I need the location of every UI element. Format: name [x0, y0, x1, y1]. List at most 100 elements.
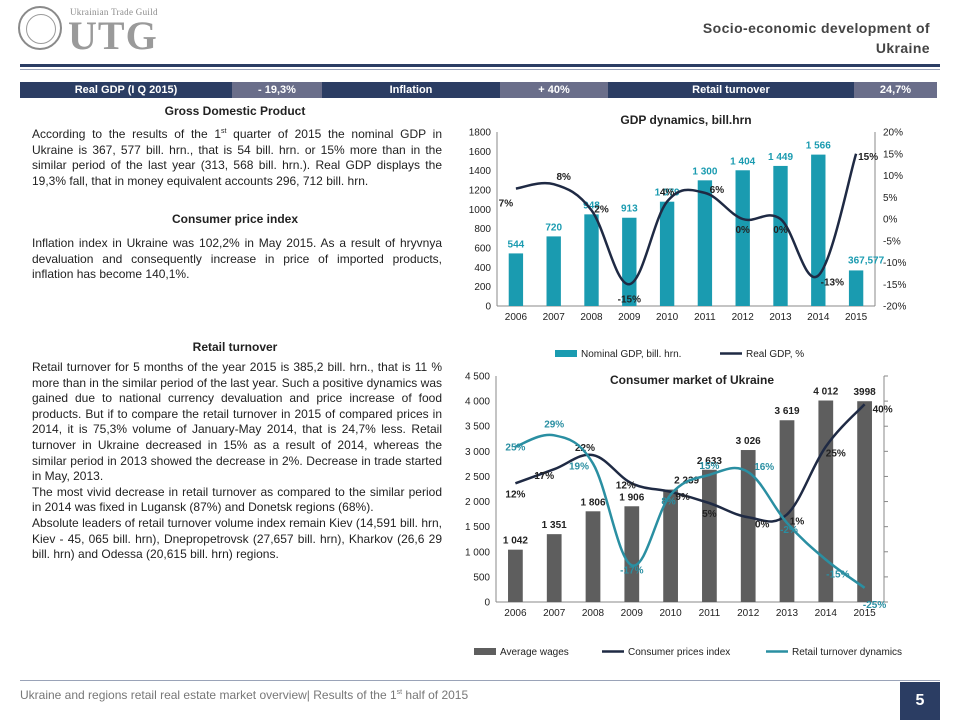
x-tick-label: 2014 — [807, 312, 830, 323]
y2-tick-label: -10% — [883, 258, 906, 269]
bar-data-label: 1 906 — [619, 492, 644, 503]
legend-label: Nominal GDP, bill. hrn. — [581, 349, 681, 360]
x-tick-label: 2012 — [732, 312, 755, 323]
bar — [584, 214, 599, 306]
line-data-label: 6% — [710, 185, 725, 196]
y-tick-label: 4 000 — [465, 397, 490, 408]
x-tick-label: 2007 — [543, 312, 566, 323]
y2-tick-label: 10% — [883, 171, 903, 182]
y-tick-label: 0 — [485, 302, 491, 313]
kpi-gdp-label: Real GDP (I Q 2015) — [20, 82, 232, 98]
footer-text-part-a: Ukraine and regions retail real estate m… — [20, 688, 397, 702]
bar — [663, 489, 678, 602]
x-tick-label: 2010 — [659, 608, 682, 619]
bar-data-label: 1 079 — [655, 188, 680, 199]
y-tick-label: 200 — [474, 282, 491, 293]
line-data-label: 0% — [773, 225, 788, 236]
bar — [773, 165, 788, 306]
series-line — [514, 433, 866, 589]
line-data-label: 25% — [505, 443, 525, 454]
bar — [622, 217, 637, 306]
bar-data-label: 3 619 — [774, 406, 799, 417]
bar — [508, 253, 524, 306]
x-tick-label: 2015 — [845, 312, 868, 323]
series-line — [515, 153, 858, 286]
chart-title: GDP dynamics, bill.hrn — [620, 113, 751, 127]
line-data-label: -15% — [826, 570, 849, 581]
bar-data-label: 1 449 — [768, 152, 793, 163]
bar — [697, 180, 713, 306]
kpi-inflation-label: Inflation — [322, 82, 500, 98]
page-number: 5 — [900, 682, 940, 720]
gdp-dynamics-chart: GDP dynamics, bill.hrn 0 200 400 600 800 1000 1… — [469, 113, 907, 360]
kpi-strip: Real GDP (I Q 2015) - 19,3% Inflation + … — [20, 82, 937, 98]
bar — [624, 506, 640, 602]
bar — [585, 511, 601, 602]
x-tick-label: 2012 — [737, 608, 760, 619]
bar-data-label: 4 012 — [813, 387, 838, 398]
y2-tick-label: 5% — [883, 193, 898, 204]
x-tick-label: 2009 — [621, 608, 644, 619]
gdp-text-part-b: quarter of 2015 the nominal GDP in Ukrai… — [32, 127, 442, 188]
bar — [546, 534, 562, 602]
x-tick-label: 2011 — [694, 312, 716, 323]
x-tick-label: 2013 — [776, 608, 799, 619]
line-data-label: 0% — [735, 225, 750, 236]
y-tick-label: 400 — [474, 263, 491, 274]
bar — [702, 469, 717, 602]
line-data-label: 8% — [556, 172, 571, 183]
line-data-label: -17% — [620, 565, 643, 576]
x-tick-label: 2008 — [582, 608, 605, 619]
y-tick-label: 500 — [473, 572, 490, 583]
x-tick-label: 2010 — [656, 312, 679, 323]
line-data-label: 9% — [675, 492, 690, 503]
bar-data-label: 1 806 — [580, 497, 605, 508]
y2-tick-label: 15% — [883, 149, 903, 160]
y-tick-label: 800 — [474, 224, 491, 235]
page-title: Socio-economic development of Ukraine — [650, 18, 930, 58]
y2-tick-label: -5% — [883, 236, 901, 247]
bar-data-label: 2 633 — [697, 456, 722, 467]
line-data-label: 12% — [505, 489, 525, 500]
bar — [659, 201, 675, 306]
line-data-label: -25% — [863, 600, 886, 611]
kpi-inflation-value: + 40% — [500, 82, 608, 98]
x-tick-label: 2009 — [618, 312, 641, 323]
bar-data-label: 367,577 — [848, 255, 885, 266]
legend-swatch — [474, 648, 496, 655]
bar-data-label: 913 — [621, 204, 638, 215]
x-tick-label: 2006 — [504, 608, 527, 619]
chart-title: Consumer market of Ukraine — [610, 373, 774, 387]
gdp-section-title: Gross Domestic Product — [164, 104, 306, 118]
line-data-label: 17% — [534, 471, 554, 482]
header-rule — [20, 64, 940, 67]
consumer-market-chart: Consumer market of Ukraine 0 500 1 000 1 500… — [465, 372, 902, 659]
y-tick-label: 2 500 — [465, 472, 490, 483]
footer-rule — [20, 680, 940, 681]
y2-tick-label: -20% — [883, 302, 906, 313]
line-data-label: 40% — [873, 404, 893, 415]
cpi-section-title: Consumer price index — [171, 212, 299, 226]
bar — [735, 170, 750, 306]
kpi-gdp-value: - 19,3% — [232, 82, 322, 98]
x-tick-label: 2014 — [815, 608, 838, 619]
footer-text: Ukraine and regions retail real estate m… — [20, 688, 468, 702]
bar — [857, 401, 872, 602]
line-data-label: -2% — [780, 525, 798, 536]
bar-data-label: 3 026 — [736, 436, 761, 447]
gdp-text-part-a: According to the results of the 1 — [32, 127, 222, 141]
line-data-label: 19% — [569, 462, 589, 473]
bar — [740, 450, 756, 602]
line-data-label: 12% — [616, 480, 636, 491]
y2-tick-label: -15% — [883, 280, 906, 291]
x-tick-label: 2008 — [580, 312, 603, 323]
retail-section-text: Retail turnover for 5 months of the year… — [32, 360, 442, 562]
line-data-label: 16% — [754, 462, 774, 473]
bar-data-label: 1 351 — [542, 520, 567, 531]
y-tick-label: 3 500 — [465, 422, 490, 433]
bar — [546, 236, 561, 306]
bar — [508, 549, 523, 602]
y2-tick-label: 0% — [883, 215, 898, 226]
x-tick-label: 2007 — [543, 608, 566, 619]
y-tick-label: 1 000 — [465, 547, 490, 558]
